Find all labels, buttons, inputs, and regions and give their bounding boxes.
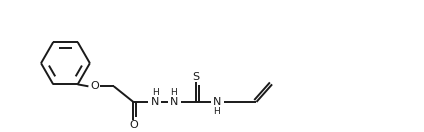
Text: O: O [129,120,138,130]
Text: H: H [152,88,159,97]
Text: N: N [151,97,159,107]
Text: H: H [170,88,177,97]
Text: N: N [170,97,179,107]
Text: N: N [213,97,222,107]
Text: O: O [90,81,99,91]
Text: H: H [214,107,220,116]
Text: S: S [192,72,199,82]
